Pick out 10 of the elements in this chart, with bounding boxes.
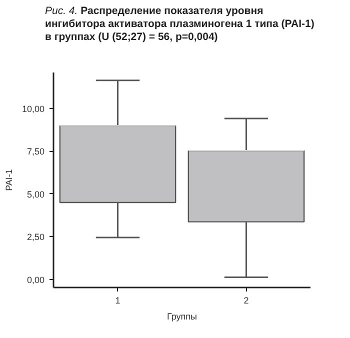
- chart-title: Рис. 4. Распределение показателя уровня ингибитора активатора плазминогена 1 типа (PAI-1) в группах (U (52;27) = 56, p=0,004): [45, 5, 314, 43]
- x-tick-label: 1: [115, 296, 120, 306]
- y-tick-label: 7,50: [26, 146, 45, 157]
- y-tick-label: 2,50: [26, 232, 45, 242]
- y-tick-label: 5,00: [26, 189, 45, 200]
- x-tick-label: 2: [244, 296, 249, 306]
- y-tick-label: 10,00: [22, 104, 45, 114]
- x-axis-title: Группы: [167, 312, 198, 322]
- y-tick-label: 0,00: [26, 274, 45, 285]
- y-axis-title: PAI-1: [4, 169, 14, 191]
